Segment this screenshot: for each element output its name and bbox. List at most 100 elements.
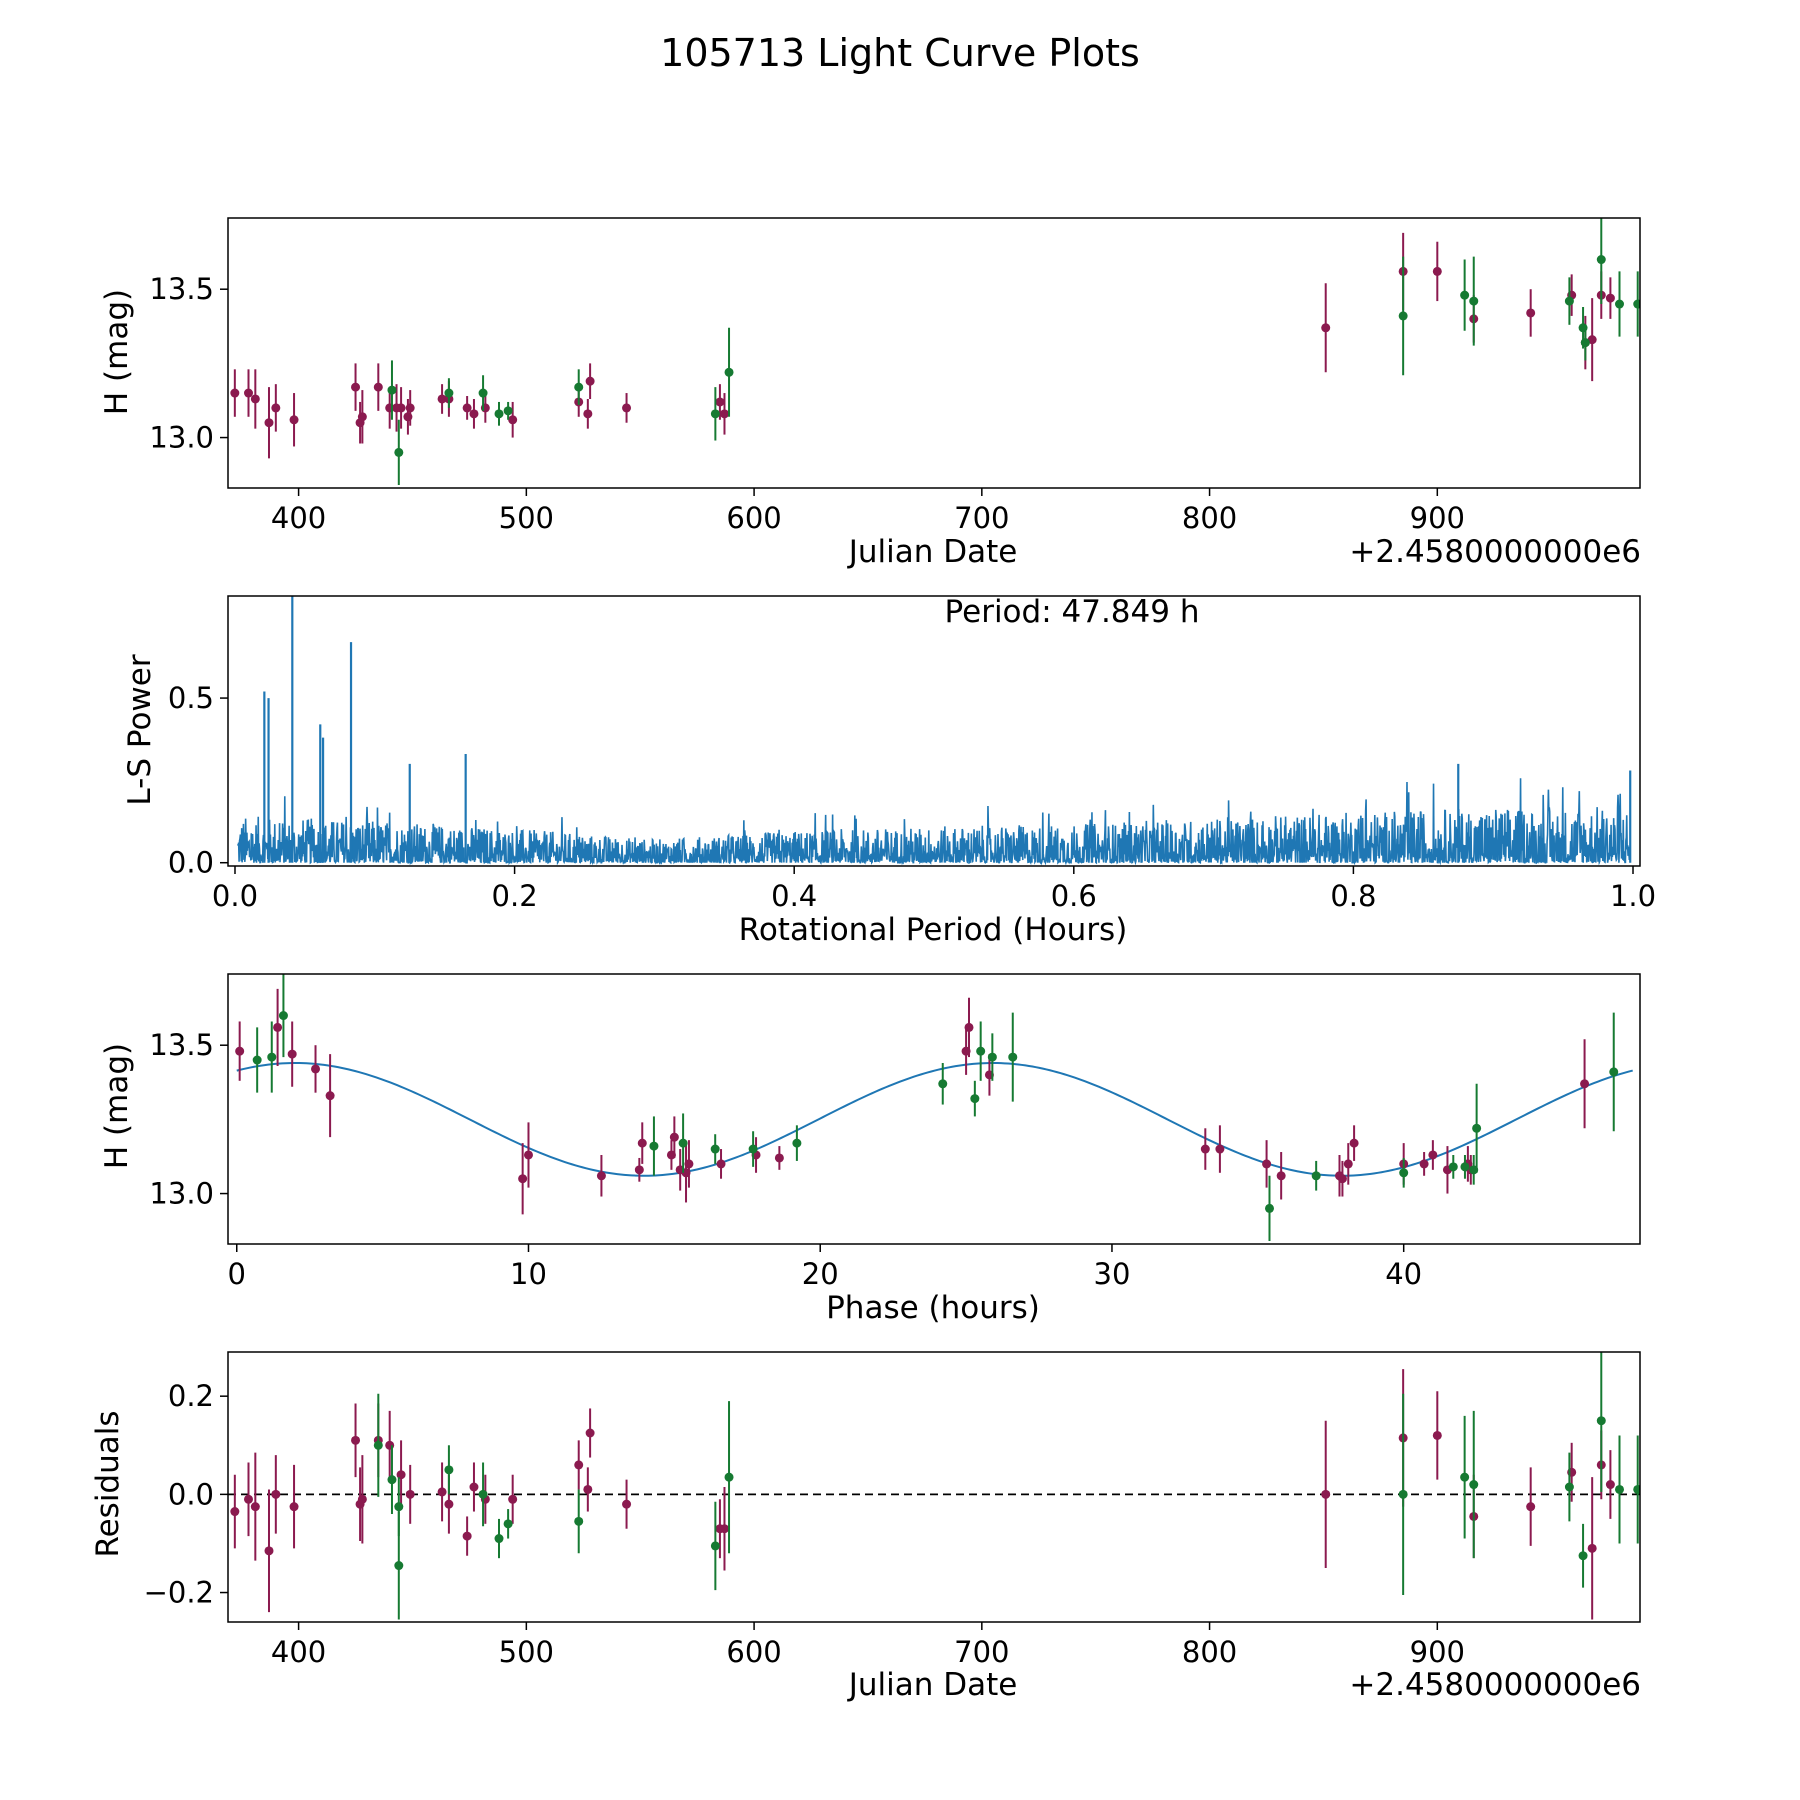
residuals-xlabel: Julian Date [847,1667,1018,1703]
raw-green-point [574,382,584,392]
residuals-magenta-point [1587,1543,1597,1553]
raw-points-layer [230,218,1640,486]
phased-xtick-label: 40 [1385,1257,1422,1291]
residuals-magenta-point [271,1489,281,1499]
phased-green-point [678,1138,688,1148]
raw-xtick-label: 900 [1410,501,1465,535]
residuals-magenta-point [230,1507,240,1517]
raw-magenta-point [230,388,240,398]
residuals-magenta-point [289,1502,299,1512]
residuals-magenta-point [1321,1489,1331,1499]
phased-green-point [987,1052,997,1062]
raw-magenta-point [585,376,595,386]
raw-xtick-label: 700 [954,501,1009,535]
phased-magenta-point [684,1159,694,1169]
phased-magenta-point [1428,1150,1438,1160]
residuals-magenta-point [405,1489,415,1499]
phased-green-point [792,1138,802,1148]
phased-magenta-point [325,1091,335,1101]
phased-xlabel: Phase (hours) [826,1290,1040,1326]
phased-green-point [748,1144,758,1154]
periodogram-ytick-label: 0.0 [168,846,214,880]
raw-green-point [1596,255,1606,265]
raw-green-point [494,409,504,419]
raw-plot-frame [227,217,1641,489]
residuals-ytick-label: −0.2 [144,1576,214,1610]
residuals-ylabel: Residuals [90,1410,126,1557]
phased-green-point [649,1141,659,1151]
phased-magenta-point [1337,1174,1347,1184]
raw-magenta-point [250,394,260,404]
raw-green-point [387,385,397,395]
residuals-green-point [494,1534,504,1544]
phased-green-point [1264,1203,1274,1213]
residuals-magenta-point [444,1499,454,1509]
raw-green-point [503,406,513,416]
raw-magenta-point [351,382,361,392]
residuals-magenta-point [462,1531,472,1541]
periodogram-panel: Rotational Period (Hours) L-S Power Peri… [122,594,1656,948]
residuals-green-point [478,1489,488,1499]
phased-magenta-point [1276,1171,1286,1181]
phased-magenta-point [716,1159,726,1169]
phased-magenta-point [518,1174,528,1184]
residuals-magenta-point [250,1502,260,1512]
raw-magenta-point [622,403,632,413]
phased-magenta-point [1580,1079,1590,1089]
phased-green-point [938,1079,948,1089]
phased-green-point [267,1052,277,1062]
residuals-magenta-point [469,1482,479,1492]
residuals-green-point [1633,1484,1640,1494]
residuals-magenta-point [585,1428,595,1438]
residuals-magenta-point [437,1487,447,1497]
raw-magenta-point [715,397,725,407]
phased-magenta-point [1419,1159,1429,1169]
raw-green-point [394,447,404,457]
phased-green-point [1448,1162,1458,1172]
periodogram-ylabel: L-S Power [122,654,158,805]
phased-green-point [278,1011,288,1021]
residuals-ytick-label: 0.0 [168,1477,214,1511]
raw-magenta-point [396,403,406,413]
residuals-xtick-label: 600 [726,1635,781,1669]
raw-x-offset-label: +2.4580000000e6 [1349,534,1641,570]
raw-magenta-point [1432,266,1442,276]
residuals-xtick-label: 400 [271,1635,326,1669]
periodogram-power-line [237,778,1632,866]
raw-magenta-point [289,415,299,425]
phased-xtick-label: 20 [802,1257,839,1291]
periodogram-xtick-label: 0.0 [212,879,258,913]
phased-ylabel: H (mag) [99,1043,135,1169]
raw-ytick-label: 13.5 [149,272,214,306]
raw-green-point [478,388,488,398]
phased-green-point [1399,1168,1409,1178]
phased-magenta-point [1200,1144,1210,1154]
residuals-magenta-point [583,1484,593,1494]
raw-magenta-point [271,403,281,413]
raw-green-point [1460,290,1470,300]
raw-green-point [1633,299,1640,309]
phased-green-point [710,1144,720,1154]
residuals-xtick-label: 900 [1410,1635,1465,1669]
residuals-green-point [394,1561,404,1571]
periodogram-xtick-label: 1.0 [1610,879,1656,913]
residuals-green-point [394,1502,404,1512]
raw-green-point [1615,299,1625,309]
raw-xlabel: Julian Date [847,534,1018,570]
raw-magenta-point [264,418,274,428]
raw-green-point [1580,338,1590,348]
residuals-green-point [444,1465,454,1475]
figure-title: 105713 Light Curve Plots [660,31,1140,75]
periodogram-xtick-label: 0.4 [771,879,817,913]
residuals-green-point [1398,1489,1408,1499]
raw-xtick-label: 800 [1182,501,1237,535]
phased-ytick-label: 13.5 [149,1028,214,1062]
residuals-panel: Julian Date Residuals +2.4580000000e6 40… [90,1351,1641,1703]
residuals-magenta-point [351,1435,361,1445]
raw-magenta-point [437,394,447,404]
phased-magenta-point [1262,1159,1272,1169]
raw-green-point [1469,296,1479,306]
raw-magenta-point [508,415,518,425]
phased-green-point [1008,1052,1018,1062]
